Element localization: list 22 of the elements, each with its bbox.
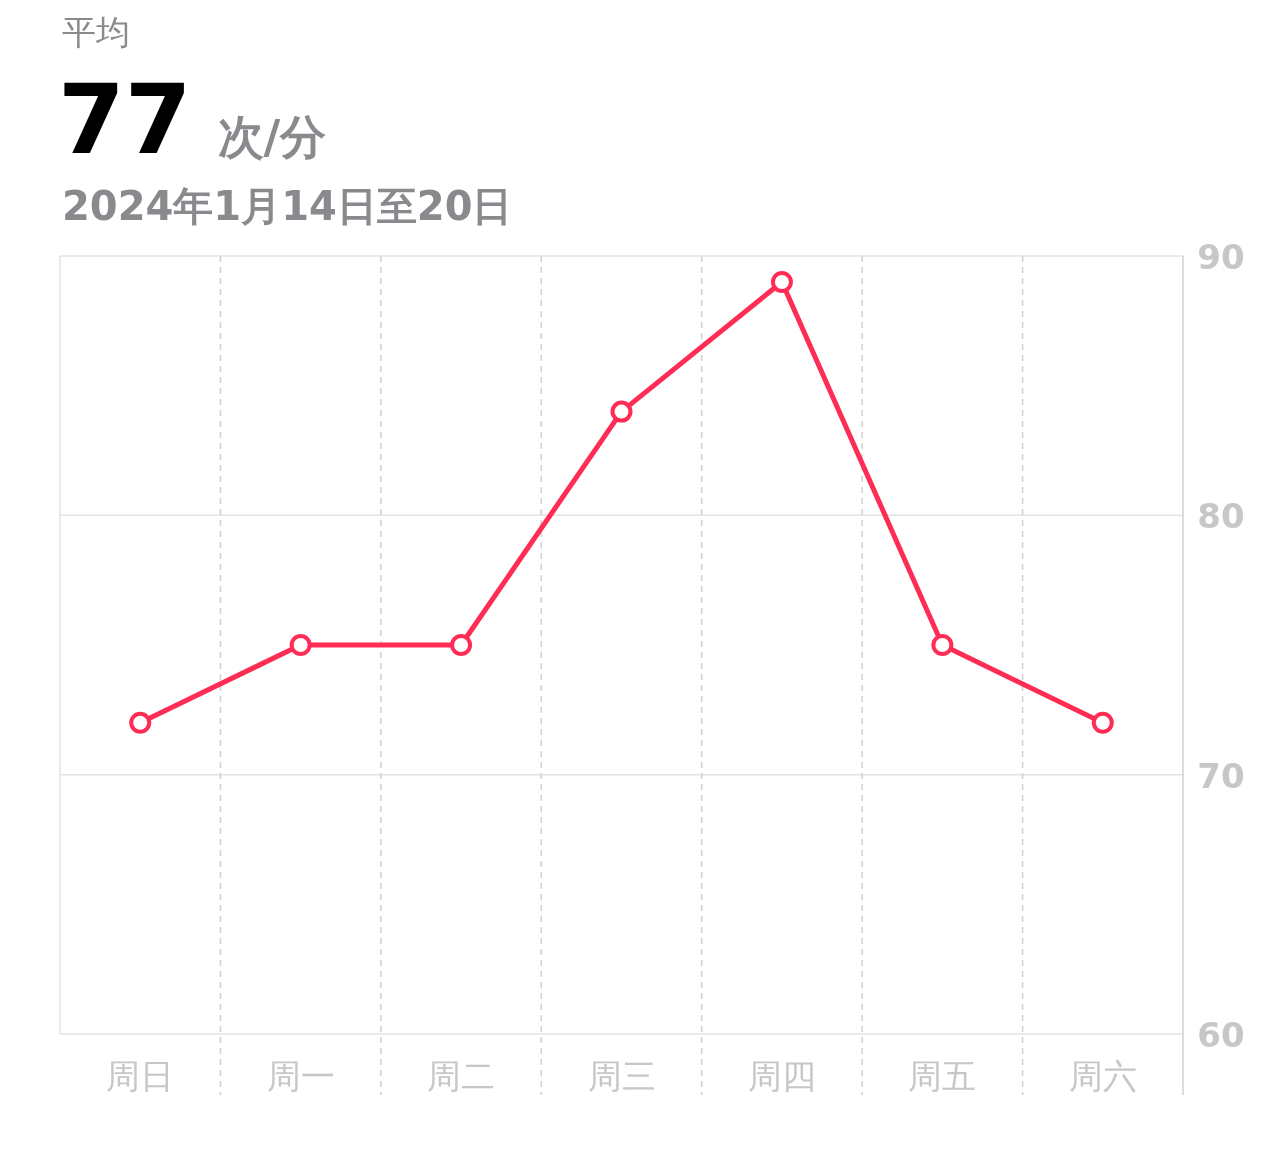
point	[931, 634, 954, 656]
y-tick-label: 60	[1197, 1015, 1245, 1055]
y-tick-label: 90	[1197, 237, 1245, 277]
text: 2024年1月14日至20日	[62, 183, 513, 229]
x-tick-label: 周二	[427, 1056, 496, 1096]
point	[770, 270, 793, 293]
point	[610, 400, 633, 423]
x-tick-label: 周五	[908, 1056, 977, 1096]
y-tick-label: 80	[1197, 496, 1245, 537]
point	[129, 711, 152, 734]
text: 平均	[62, 12, 130, 52]
x-tick-label: 周四	[747, 1056, 816, 1096]
y-tick-label: 70	[1197, 755, 1245, 796]
x-tick-label: 周一	[266, 1056, 335, 1096]
text: 次/分	[217, 110, 327, 164]
chart-title: 77	[58, 64, 192, 176]
point	[1091, 711, 1114, 734]
point	[289, 634, 312, 656]
x-tick-label: 周三	[587, 1056, 656, 1096]
x-tick-label: 周六	[1068, 1056, 1137, 1096]
point	[450, 634, 473, 656]
x-tick-label: 周日	[106, 1056, 175, 1096]
